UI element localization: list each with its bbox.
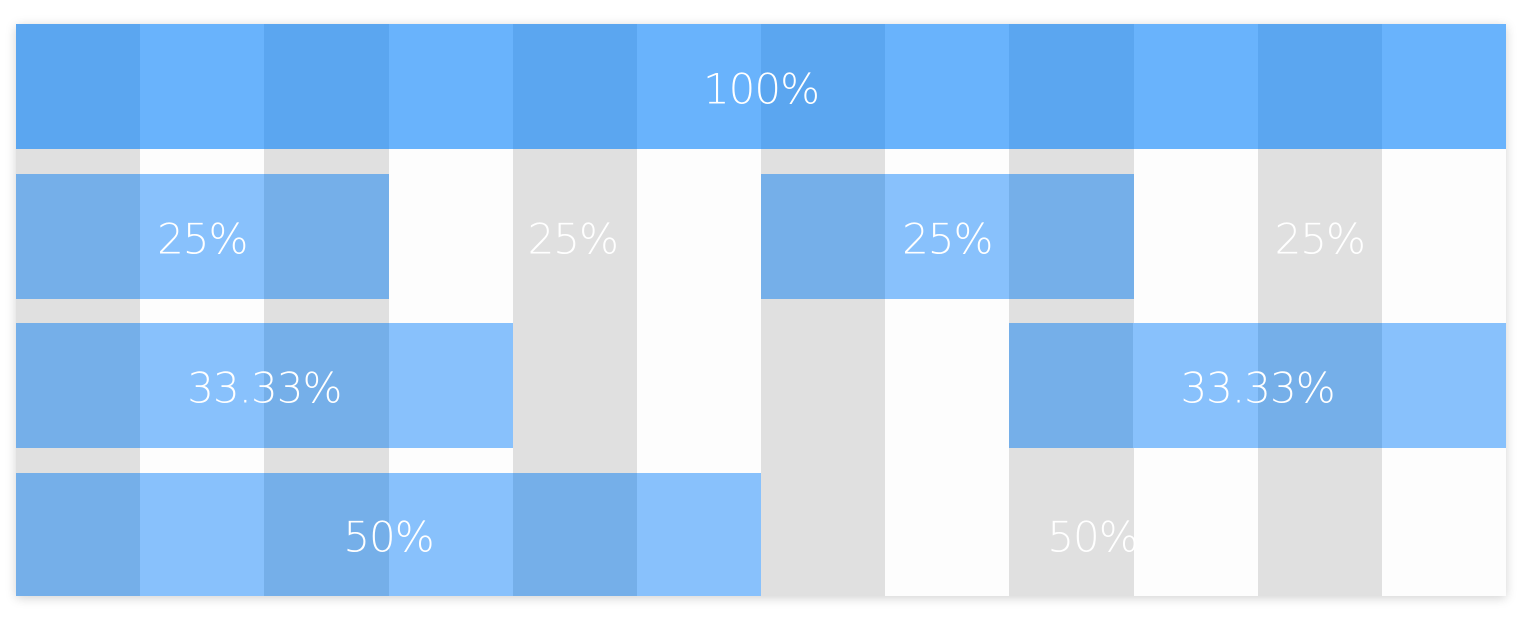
block-25pct: [761, 174, 1134, 299]
block-segment: [388, 24, 514, 149]
block-segment: [1381, 24, 1506, 149]
block-segment: [16, 323, 141, 448]
block-segment: [16, 174, 141, 299]
block-25pct: [16, 174, 389, 299]
block-label: 100%: [702, 64, 820, 113]
block-label: 25%: [527, 214, 619, 263]
block-segment: [512, 473, 638, 596]
block-segment: [264, 473, 389, 596]
block-segment: [636, 24, 762, 149]
block-segment: [1257, 323, 1383, 448]
block-33-33pct: [16, 323, 513, 448]
block-segment: [140, 323, 265, 448]
block-segment: [140, 174, 265, 299]
block-segment: [264, 24, 389, 149]
block-label: 33.33%: [187, 363, 342, 412]
block-segment: [1257, 24, 1383, 149]
block-segment: [16, 473, 141, 596]
block-segment: [16, 24, 141, 149]
block-segment: [512, 24, 638, 149]
grid-diagram: 100% 25% 25% 25% 25% 33.33% 33.33% 50% 50%: [16, 24, 1506, 596]
block-33-33pct: [1009, 323, 1506, 448]
block-segment: [1133, 323, 1259, 448]
block-segment: [388, 473, 514, 596]
block-50pct: [16, 473, 761, 596]
block-segment: [264, 174, 389, 299]
block-segment: [761, 24, 886, 149]
block-label: 25%: [902, 214, 993, 263]
block-segment: [140, 24, 265, 149]
block-100pct: [16, 24, 1506, 149]
block-segment: [388, 323, 513, 448]
block-segment: [1009, 24, 1134, 149]
block-segment: [885, 174, 1010, 299]
block-segment: [761, 174, 886, 299]
block-label: 25%: [1274, 214, 1366, 263]
block-segment: [1009, 174, 1134, 299]
block-segment: [140, 473, 265, 596]
block-label: 33.33%: [1180, 363, 1335, 412]
block-segment: [885, 24, 1010, 149]
block-segment: [264, 323, 389, 448]
block-segment: [1133, 24, 1259, 149]
block-label: 50%: [1047, 512, 1138, 561]
block-label: 25%: [157, 214, 248, 263]
block-label: 50%: [343, 512, 434, 561]
block-segment: [636, 473, 761, 596]
block-segment: [1009, 323, 1134, 448]
block-segment: [1381, 323, 1506, 448]
